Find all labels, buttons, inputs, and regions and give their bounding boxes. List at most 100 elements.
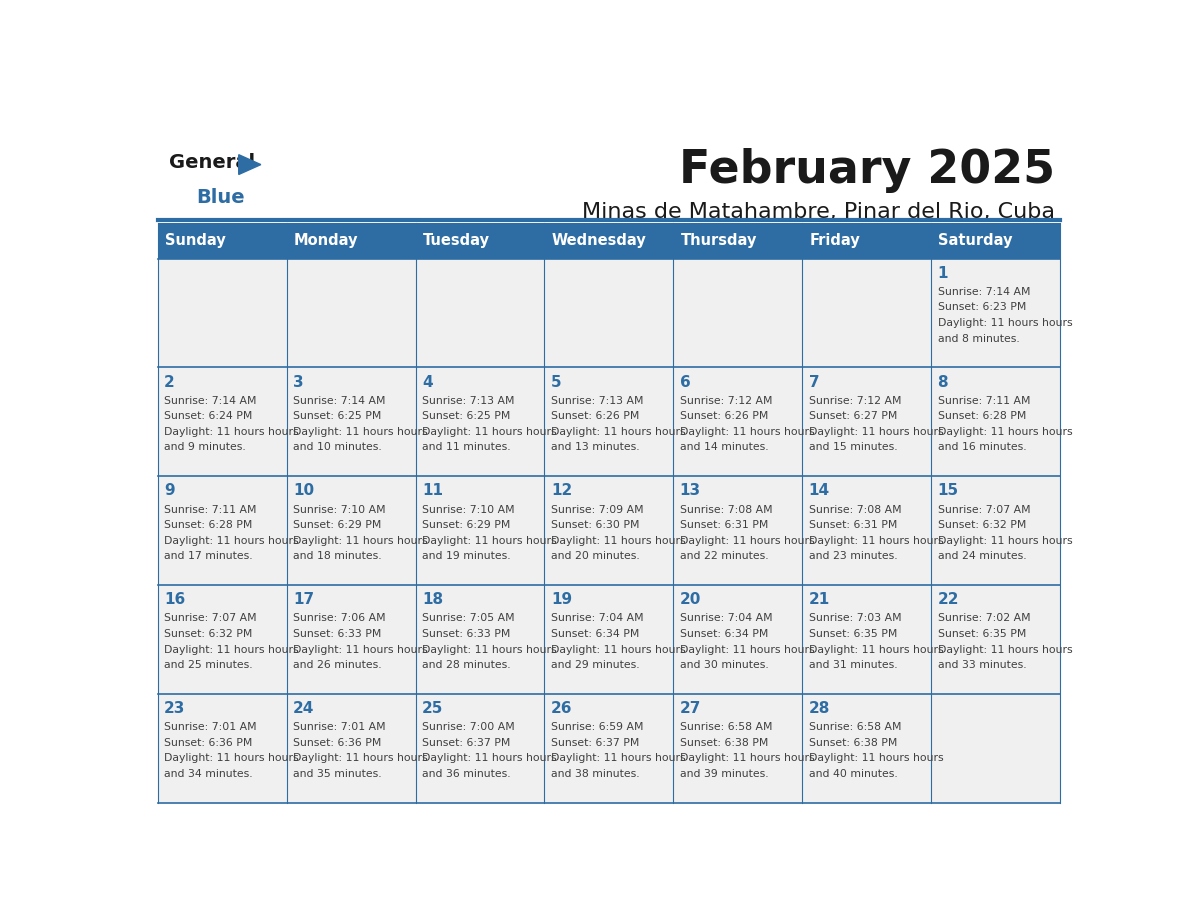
Text: Sunset: 6:28 PM: Sunset: 6:28 PM bbox=[164, 521, 253, 530]
Text: Sunset: 6:24 PM: Sunset: 6:24 PM bbox=[164, 411, 253, 421]
Text: and 18 minutes.: and 18 minutes. bbox=[293, 551, 381, 561]
Text: 27: 27 bbox=[680, 701, 701, 716]
Text: and 29 minutes.: and 29 minutes. bbox=[551, 660, 639, 670]
Text: Daylight: 11 hours hours: Daylight: 11 hours hours bbox=[293, 536, 428, 545]
Text: Daylight: 11 hours hours: Daylight: 11 hours hours bbox=[164, 427, 298, 437]
Text: Daylight: 11 hours hours: Daylight: 11 hours hours bbox=[293, 644, 428, 655]
Text: 16: 16 bbox=[164, 592, 185, 607]
Text: Sunrise: 7:11 AM: Sunrise: 7:11 AM bbox=[937, 396, 1030, 406]
Text: Daylight: 11 hours hours: Daylight: 11 hours hours bbox=[680, 754, 814, 764]
Text: Sunrise: 7:09 AM: Sunrise: 7:09 AM bbox=[551, 505, 644, 515]
Bar bbox=[158, 367, 1060, 476]
Text: Sunset: 6:35 PM: Sunset: 6:35 PM bbox=[937, 629, 1026, 639]
Text: Sunset: 6:27 PM: Sunset: 6:27 PM bbox=[809, 411, 897, 421]
Text: 15: 15 bbox=[937, 484, 959, 498]
Text: 10: 10 bbox=[293, 484, 314, 498]
Text: Sunset: 6:36 PM: Sunset: 6:36 PM bbox=[164, 738, 253, 748]
Text: Daylight: 11 hours hours: Daylight: 11 hours hours bbox=[937, 318, 1072, 328]
Text: 3: 3 bbox=[293, 375, 304, 389]
Text: Sunset: 6:31 PM: Sunset: 6:31 PM bbox=[680, 521, 769, 530]
Text: and 26 minutes.: and 26 minutes. bbox=[293, 660, 381, 670]
Text: Sunset: 6:38 PM: Sunset: 6:38 PM bbox=[680, 738, 769, 748]
Text: 17: 17 bbox=[293, 592, 314, 607]
Text: 9: 9 bbox=[164, 484, 175, 498]
Polygon shape bbox=[239, 155, 261, 174]
Text: 14: 14 bbox=[809, 484, 829, 498]
Text: Sunrise: 7:01 AM: Sunrise: 7:01 AM bbox=[164, 722, 257, 733]
Text: and 40 minutes.: and 40 minutes. bbox=[809, 769, 897, 779]
Text: 1: 1 bbox=[937, 265, 948, 281]
Text: Sunrise: 7:07 AM: Sunrise: 7:07 AM bbox=[164, 613, 257, 623]
Text: 19: 19 bbox=[551, 592, 571, 607]
Text: and 10 minutes.: and 10 minutes. bbox=[293, 442, 381, 453]
Text: Daylight: 11 hours hours: Daylight: 11 hours hours bbox=[809, 536, 943, 545]
Text: 7: 7 bbox=[809, 375, 820, 389]
Text: Sunset: 6:33 PM: Sunset: 6:33 PM bbox=[293, 629, 381, 639]
Text: Sunset: 6:33 PM: Sunset: 6:33 PM bbox=[422, 629, 511, 639]
Text: 24: 24 bbox=[293, 701, 315, 716]
Text: and 36 minutes.: and 36 minutes. bbox=[422, 769, 511, 779]
Bar bbox=[158, 223, 1060, 259]
Text: Daylight: 11 hours hours: Daylight: 11 hours hours bbox=[422, 536, 556, 545]
Text: Sunrise: 7:11 AM: Sunrise: 7:11 AM bbox=[164, 505, 257, 515]
Text: Wednesday: Wednesday bbox=[551, 233, 646, 249]
Text: Sunrise: 7:10 AM: Sunrise: 7:10 AM bbox=[422, 505, 514, 515]
Text: Sunset: 6:37 PM: Sunset: 6:37 PM bbox=[422, 738, 511, 748]
Text: 22: 22 bbox=[937, 592, 959, 607]
Text: Sunrise: 7:08 AM: Sunrise: 7:08 AM bbox=[809, 505, 902, 515]
Text: and 25 minutes.: and 25 minutes. bbox=[164, 660, 253, 670]
Text: Daylight: 11 hours hours: Daylight: 11 hours hours bbox=[551, 644, 685, 655]
Text: Thursday: Thursday bbox=[681, 233, 757, 249]
Text: and 9 minutes.: and 9 minutes. bbox=[164, 442, 246, 453]
Text: Sunset: 6:28 PM: Sunset: 6:28 PM bbox=[937, 411, 1026, 421]
Text: and 16 minutes.: and 16 minutes. bbox=[937, 442, 1026, 453]
Text: Daylight: 11 hours hours: Daylight: 11 hours hours bbox=[293, 754, 428, 764]
Text: Sunrise: 7:08 AM: Sunrise: 7:08 AM bbox=[680, 505, 772, 515]
Text: Tuesday: Tuesday bbox=[423, 233, 489, 249]
Text: and 34 minutes.: and 34 minutes. bbox=[164, 769, 253, 779]
Text: Daylight: 11 hours hours: Daylight: 11 hours hours bbox=[937, 427, 1072, 437]
Text: Daylight: 11 hours hours: Daylight: 11 hours hours bbox=[164, 754, 298, 764]
Text: Sunrise: 7:14 AM: Sunrise: 7:14 AM bbox=[293, 396, 386, 406]
Text: Saturday: Saturday bbox=[939, 233, 1013, 249]
Text: Sunset: 6:25 PM: Sunset: 6:25 PM bbox=[422, 411, 511, 421]
Text: Daylight: 11 hours hours: Daylight: 11 hours hours bbox=[422, 644, 556, 655]
Text: Daylight: 11 hours hours: Daylight: 11 hours hours bbox=[680, 427, 814, 437]
Text: Sunrise: 7:06 AM: Sunrise: 7:06 AM bbox=[293, 613, 386, 623]
Text: Sunrise: 7:01 AM: Sunrise: 7:01 AM bbox=[293, 722, 386, 733]
Text: Sunrise: 7:03 AM: Sunrise: 7:03 AM bbox=[809, 613, 902, 623]
Text: Daylight: 11 hours hours: Daylight: 11 hours hours bbox=[293, 427, 428, 437]
Bar bbox=[158, 476, 1060, 585]
Text: Sunset: 6:25 PM: Sunset: 6:25 PM bbox=[293, 411, 381, 421]
Text: Sunrise: 6:59 AM: Sunrise: 6:59 AM bbox=[551, 722, 644, 733]
Bar bbox=[158, 259, 1060, 367]
Text: Sunrise: 7:04 AM: Sunrise: 7:04 AM bbox=[680, 613, 772, 623]
Text: Sunrise: 7:13 AM: Sunrise: 7:13 AM bbox=[551, 396, 644, 406]
Text: Daylight: 11 hours hours: Daylight: 11 hours hours bbox=[809, 427, 943, 437]
Text: Sunset: 6:29 PM: Sunset: 6:29 PM bbox=[422, 521, 511, 530]
Text: Sunset: 6:34 PM: Sunset: 6:34 PM bbox=[551, 629, 639, 639]
Text: Daylight: 11 hours hours: Daylight: 11 hours hours bbox=[809, 644, 943, 655]
Text: Sunrise: 7:00 AM: Sunrise: 7:00 AM bbox=[422, 722, 514, 733]
Text: Daylight: 11 hours hours: Daylight: 11 hours hours bbox=[937, 536, 1072, 545]
Text: Sunrise: 7:14 AM: Sunrise: 7:14 AM bbox=[937, 286, 1030, 297]
Text: 20: 20 bbox=[680, 592, 701, 607]
Text: Daylight: 11 hours hours: Daylight: 11 hours hours bbox=[422, 427, 556, 437]
Text: and 15 minutes.: and 15 minutes. bbox=[809, 442, 897, 453]
Text: Sunrise: 7:13 AM: Sunrise: 7:13 AM bbox=[422, 396, 514, 406]
Text: Daylight: 11 hours hours: Daylight: 11 hours hours bbox=[551, 536, 685, 545]
Text: Daylight: 11 hours hours: Daylight: 11 hours hours bbox=[551, 754, 685, 764]
Text: and 38 minutes.: and 38 minutes. bbox=[551, 769, 639, 779]
Text: and 8 minutes.: and 8 minutes. bbox=[937, 333, 1019, 343]
Text: and 24 minutes.: and 24 minutes. bbox=[937, 551, 1026, 561]
Text: Daylight: 11 hours hours: Daylight: 11 hours hours bbox=[809, 754, 943, 764]
Text: Sunset: 6:32 PM: Sunset: 6:32 PM bbox=[937, 521, 1026, 530]
Text: and 20 minutes.: and 20 minutes. bbox=[551, 551, 639, 561]
Text: Daylight: 11 hours hours: Daylight: 11 hours hours bbox=[680, 644, 814, 655]
Text: 8: 8 bbox=[937, 375, 948, 389]
Text: Sunset: 6:35 PM: Sunset: 6:35 PM bbox=[809, 629, 897, 639]
Text: 12: 12 bbox=[551, 484, 573, 498]
Text: 13: 13 bbox=[680, 484, 701, 498]
Text: Sunrise: 7:12 AM: Sunrise: 7:12 AM bbox=[809, 396, 902, 406]
Bar bbox=[158, 585, 1060, 694]
